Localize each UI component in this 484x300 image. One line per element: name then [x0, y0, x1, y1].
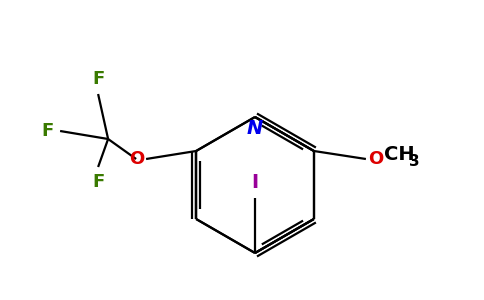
Text: F: F: [92, 173, 104, 191]
Text: O: O: [368, 150, 383, 168]
Text: N: N: [247, 119, 263, 139]
Text: 3: 3: [409, 154, 420, 169]
Text: CH: CH: [384, 146, 414, 164]
Text: O: O: [129, 150, 144, 168]
Text: F: F: [92, 70, 104, 88]
Text: I: I: [251, 173, 258, 192]
Text: F: F: [42, 122, 54, 140]
